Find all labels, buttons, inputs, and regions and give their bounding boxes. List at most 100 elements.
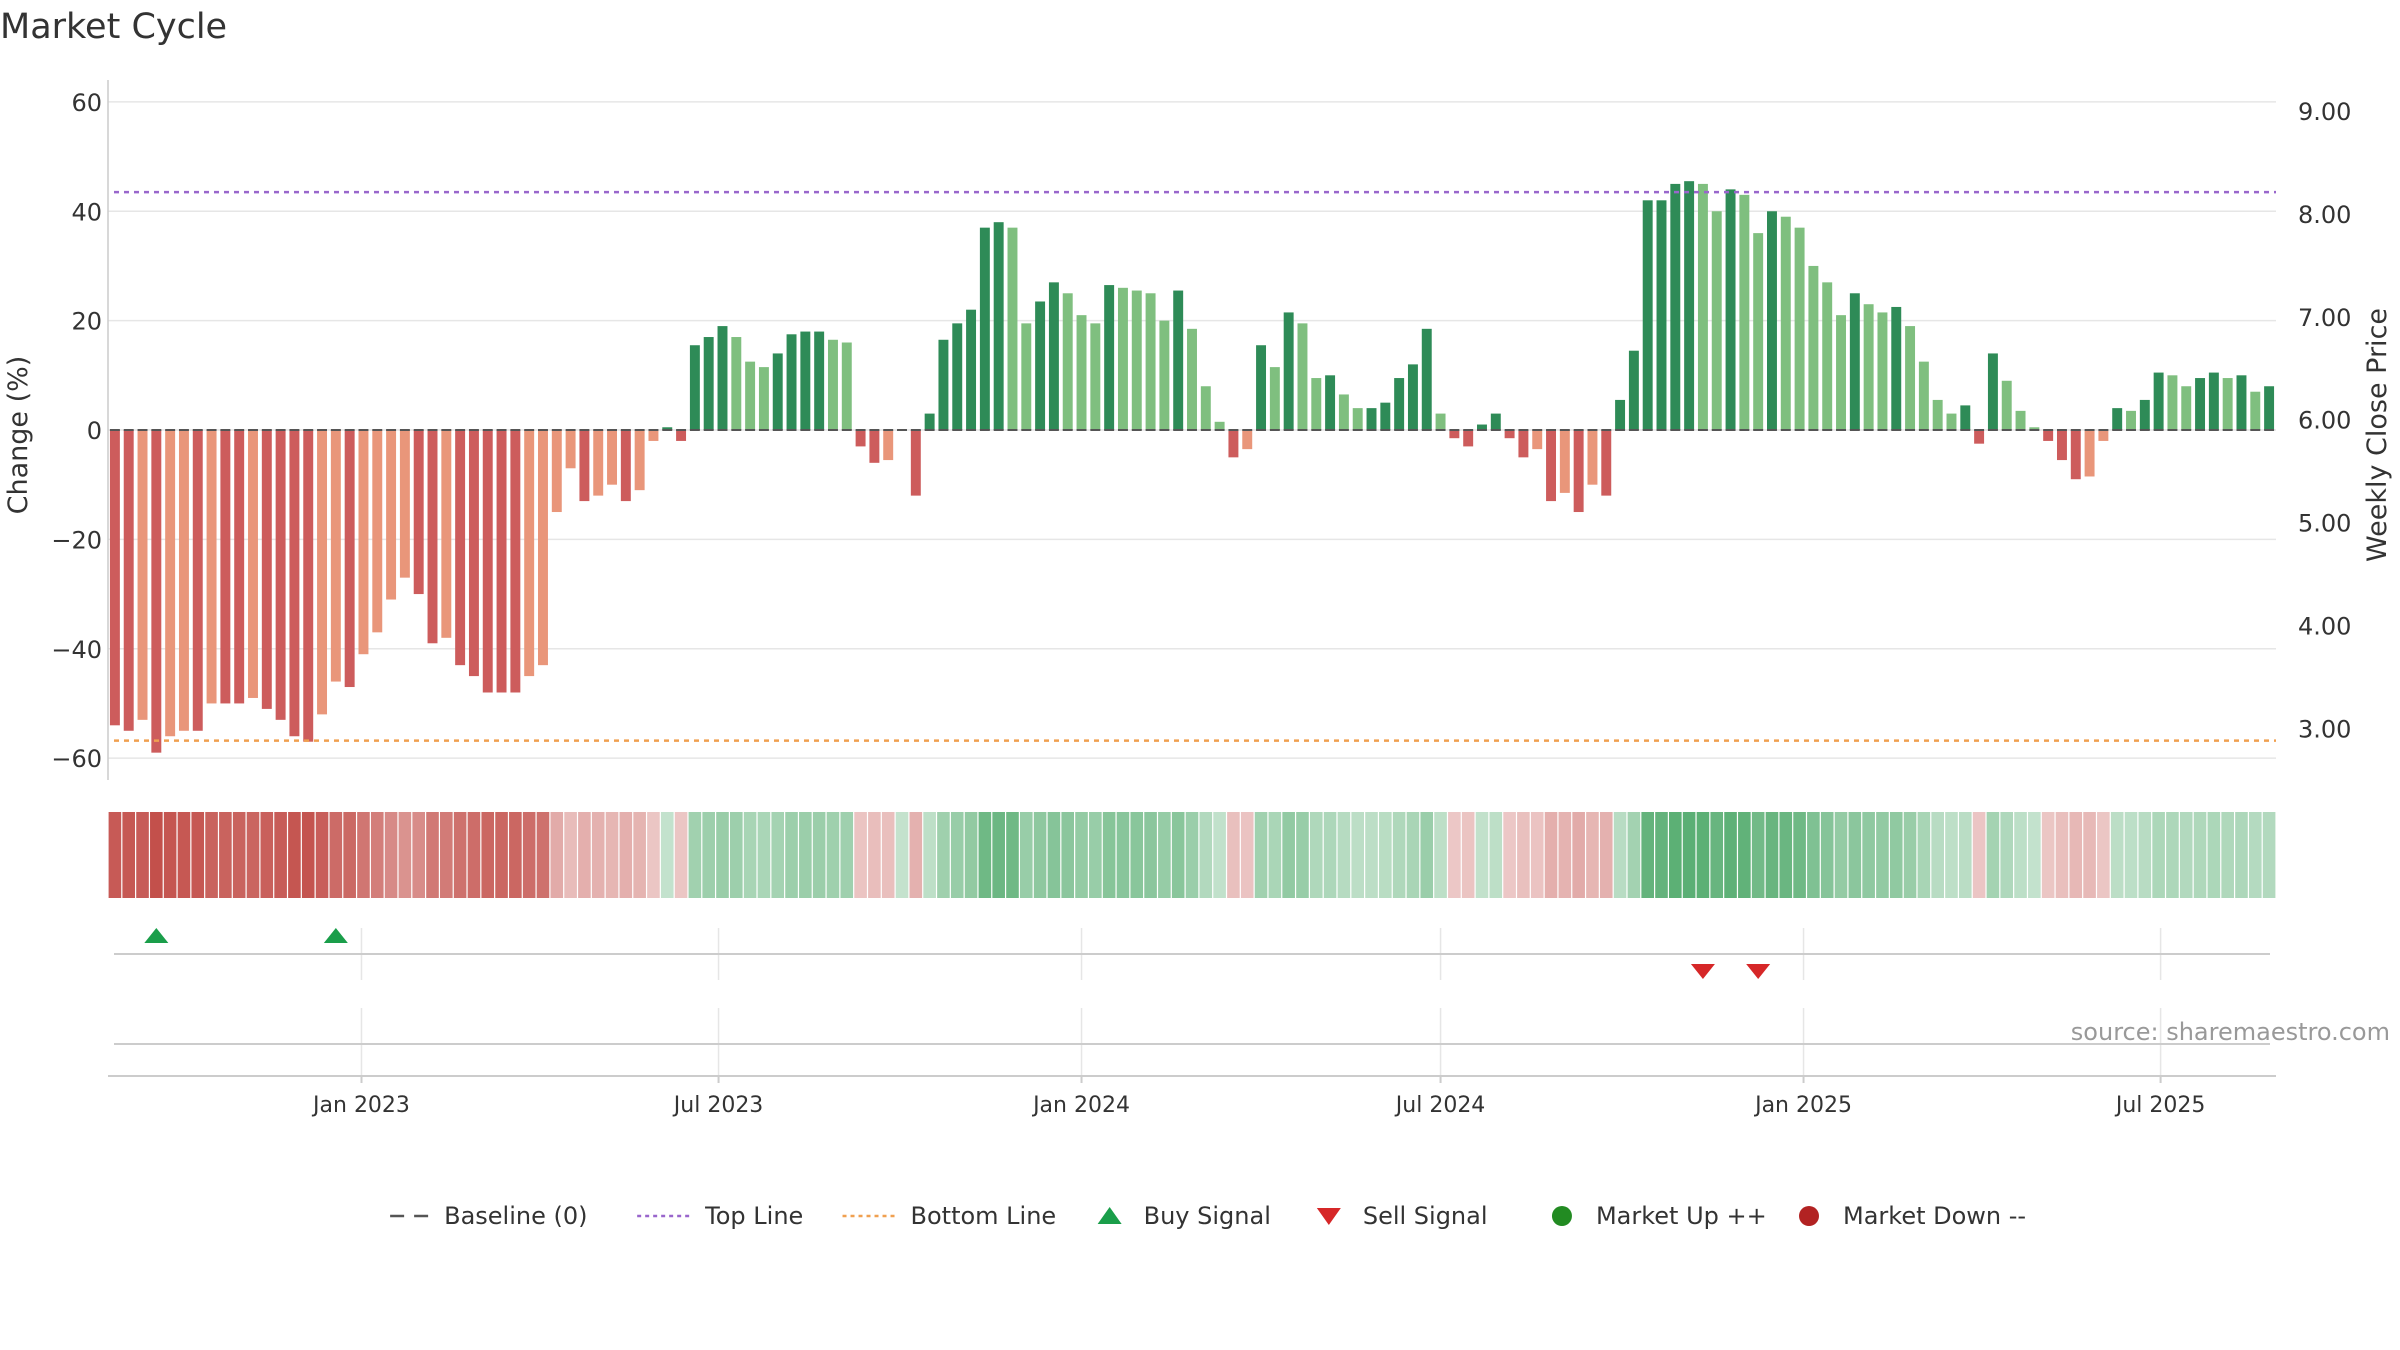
strip-cell xyxy=(1379,812,1392,898)
strip-cell xyxy=(219,812,232,898)
strip-cell xyxy=(716,812,729,898)
bar xyxy=(1187,328,1197,430)
bar xyxy=(717,326,728,430)
strip-cell xyxy=(1807,812,1820,898)
x-tick-label: Jul 2025 xyxy=(2114,1093,2206,1118)
bar xyxy=(1035,301,1046,430)
bar xyxy=(1559,430,1570,493)
y-tick-label-right: 3.00 xyxy=(2298,716,2351,744)
bar xyxy=(261,430,272,709)
bar xyxy=(1905,326,1916,430)
strip-cell xyxy=(2207,812,2221,898)
bar xyxy=(330,430,341,682)
strip-cell xyxy=(647,812,660,898)
bar xyxy=(1808,265,1819,430)
bar xyxy=(413,430,424,595)
legend-label: Market Down -- xyxy=(1843,1202,2026,1230)
strip-cell xyxy=(2069,812,2083,898)
bar xyxy=(1421,328,1432,430)
strip-cell xyxy=(730,812,743,898)
bar xyxy=(1849,293,1860,430)
strip-cell xyxy=(357,812,370,898)
strip-cell xyxy=(564,812,577,898)
strip-cell xyxy=(1682,812,1696,898)
strip-cell xyxy=(1862,812,1875,898)
bar xyxy=(344,430,355,688)
strip-cell xyxy=(633,812,646,898)
bar xyxy=(1131,290,1142,430)
strip-cell xyxy=(1102,812,1116,898)
bar xyxy=(1932,399,1943,430)
bar xyxy=(1407,364,1418,430)
strip-cell xyxy=(840,812,854,898)
strip-cell xyxy=(205,812,218,898)
y-axis-right-label: Weekly Close Price xyxy=(2362,308,2393,562)
y-tick-label-left: −40 xyxy=(51,636,102,664)
strip-cell xyxy=(1254,812,1268,898)
bar xyxy=(482,430,493,693)
strip-cell xyxy=(191,812,205,898)
strip-cell xyxy=(923,812,936,898)
bar xyxy=(1656,200,1667,430)
strip-cell xyxy=(398,812,412,898)
strip-cell xyxy=(1793,812,1806,898)
strip-cell xyxy=(660,812,674,898)
bar xyxy=(1366,408,1377,430)
strip-cell xyxy=(412,812,426,898)
bar xyxy=(551,430,562,513)
strip-cell xyxy=(440,812,453,898)
strip-cell xyxy=(1448,812,1461,898)
bar xyxy=(1283,312,1294,430)
bar xyxy=(1242,430,1253,450)
bar xyxy=(1076,315,1087,430)
bar xyxy=(1269,367,1280,430)
bar xyxy=(510,430,521,693)
legend-label: Buy Signal xyxy=(1144,1202,1271,1230)
strip-cell xyxy=(909,812,923,898)
sell-signal-marker xyxy=(1746,964,1771,979)
strip-cell xyxy=(895,812,909,898)
legend-buy-icon xyxy=(1097,1207,1122,1224)
strip-cell xyxy=(509,812,522,898)
strip-cell xyxy=(260,812,274,898)
bar xyxy=(1532,430,1543,450)
strip-cell xyxy=(1351,812,1365,898)
bar xyxy=(910,430,921,496)
strip-cell xyxy=(495,812,508,898)
bar xyxy=(2126,410,2136,430)
bar xyxy=(2043,430,2054,441)
y-tick-label-right: 8.00 xyxy=(2298,201,2351,229)
buy-signal-marker xyxy=(323,928,348,943)
strip-cell xyxy=(2221,812,2234,898)
strip-cell xyxy=(1945,812,1958,898)
x-tick-label: Jan 2023 xyxy=(311,1093,410,1118)
source-text: source: sharemaestro.com xyxy=(2071,1018,2390,1046)
bar xyxy=(800,331,811,430)
strip-cell xyxy=(2262,812,2276,898)
bar xyxy=(275,430,286,720)
strip-cell xyxy=(591,812,605,898)
strip-cell xyxy=(1917,812,1931,898)
bar xyxy=(1711,211,1722,430)
strip-cell xyxy=(522,812,536,898)
y-tick-label-left: 60 xyxy=(71,89,102,117)
strip-cell xyxy=(1213,812,1226,898)
bar xyxy=(2112,408,2123,430)
bar xyxy=(468,430,479,677)
strip-cell xyxy=(771,812,785,898)
strip-cell xyxy=(1323,812,1337,898)
buy-signal-marker xyxy=(144,928,169,943)
strip-cell xyxy=(315,812,329,898)
bar xyxy=(883,430,894,461)
bar xyxy=(966,309,977,430)
strip-cell xyxy=(1558,812,1572,898)
strip-cell xyxy=(2110,812,2124,898)
bar xyxy=(952,323,963,430)
strip-cell xyxy=(1406,812,1420,898)
strip-cell xyxy=(1489,812,1503,898)
strip-cell xyxy=(384,812,398,898)
strip-cell xyxy=(992,812,1005,898)
strip-cell xyxy=(1986,812,2000,898)
bar xyxy=(579,430,590,502)
